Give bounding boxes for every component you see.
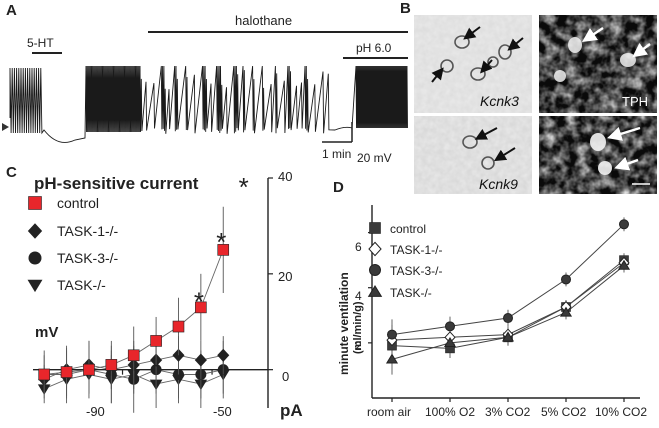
kcnk9-arrow-2 — [493, 147, 516, 162]
chart-c-ytick-20: 20 — [278, 269, 292, 284]
cell-arrow-1 — [463, 26, 481, 40]
chart-d-plot — [368, 205, 640, 402]
chart-c-plot: * * * — [33, 172, 273, 413]
chart-c-significance-star: * — [239, 172, 249, 202]
tph-micrograph-top: TPH — [539, 15, 657, 113]
chart-c-legend-label: TASK-3-/- — [57, 250, 119, 266]
chart-c-point — [83, 363, 95, 376]
chart-c-point — [217, 244, 230, 256]
chart-c-point — [194, 353, 207, 367]
chart-d-xcat-3-co2: 3% CO2 — [485, 405, 531, 419]
halothane-label: halothane — [235, 13, 292, 28]
chart-d-ylabel-units: (ml/min/g) — [352, 301, 364, 354]
chart-d-point — [561, 274, 571, 285]
chart-c-point — [172, 320, 185, 333]
cell-arrow-3 — [431, 67, 444, 83]
chart-c-legend-label: control — [57, 195, 99, 211]
voltage-trace-path — [9, 65, 408, 143]
chart-c-title: pH-sensitive current — [34, 174, 199, 193]
chart-c-legend: control TASK-1-/- TASK-3-/- TASK-/- — [27, 195, 119, 293]
chart-c-ytick-0: 0 — [282, 369, 289, 384]
chart-d-legend-marker — [368, 241, 382, 257]
chart-d-point — [501, 331, 515, 342]
kcnk3-label: Kcnk3 — [480, 93, 519, 109]
cell-arrow-4 — [480, 59, 493, 74]
tph-arrow-1 — [582, 27, 604, 42]
ph-label: pH 6.0 — [356, 41, 392, 55]
chart-c-xtick-neg90: -90 — [86, 404, 105, 419]
chart-c-legend-marker — [28, 196, 42, 210]
chart-c-point — [217, 348, 230, 362]
panel-d: D minute ventilation (ml/min/g) 6 4 2 ro… — [333, 179, 647, 419]
chart-d-xcat-room-air: room air — [367, 405, 411, 419]
chart-d-point — [617, 259, 631, 270]
chart-c-legend-marker — [27, 279, 43, 293]
chart-d-xcat-10-co2: 10% CO2 — [595, 405, 647, 419]
tph-arrow-3 — [607, 126, 641, 141]
tph-label: TPH — [622, 94, 648, 109]
chart-c-point — [60, 366, 73, 378]
chart-c-xtick-neg50: -50 — [213, 404, 232, 419]
tph-arrow-2 — [632, 42, 651, 58]
chart-d-xcat-100-o2: 100% O2 — [425, 405, 475, 419]
chart-d-legend-label: TASK-1-/- — [390, 243, 442, 257]
chart-d-legend-marker — [367, 284, 383, 297]
chart-d-point — [445, 321, 455, 332]
resting-potential-arrowhead — [2, 123, 9, 131]
kcnk9-label: Kcnk9 — [479, 176, 518, 192]
chart-c-point — [195, 301, 207, 314]
chart-d-xcat-5-co2: 5% CO2 — [541, 405, 587, 419]
panel-d-letter: D — [333, 179, 344, 196]
chart-d-legend-marker — [369, 264, 381, 276]
chart-d-legend-marker — [369, 222, 381, 234]
panel-a: A halothane 5-HT pH 6.0 1 min 20 mV — [2, 2, 408, 165]
chart-d-point — [443, 336, 457, 347]
chart-d-legend-label: TASK-3-/- — [390, 264, 442, 278]
chart-c-point — [172, 348, 185, 362]
chart-c-point — [150, 335, 162, 347]
serotonin-label: 5-HT — [27, 36, 54, 50]
voltage-scale-label: 20 mV — [357, 151, 392, 165]
chart-c-legend-marker — [28, 251, 42, 265]
chart-c-significance-star: * — [216, 227, 226, 257]
panel-c-letter: C — [6, 164, 17, 181]
cell-arrow-2 — [507, 37, 524, 51]
chart-d-point — [619, 219, 629, 230]
voltage-trace — [9, 65, 408, 143]
tph-arrow-4 — [614, 156, 639, 171]
chart-c-significance-star: * — [194, 286, 204, 316]
panel-c: C pH-sensitive current mV pA 40 20 0 -90… — [6, 164, 303, 420]
chart-c-ytick-40: 40 — [278, 169, 292, 184]
chart-d-legend-label: TASK-/- — [390, 286, 432, 300]
chart-c-point — [38, 368, 50, 381]
chart-d-ytick-2: 2 — [355, 339, 362, 353]
kcnk3-micrograph: Kcnk3 — [414, 15, 532, 113]
chart-d-point — [559, 306, 573, 317]
chart-c-x-unit: mV — [35, 324, 58, 341]
chart-c-point — [127, 349, 140, 362]
chart-d-point — [387, 329, 397, 340]
chart-c-legend-marker — [27, 223, 43, 239]
chart-d-ytick-6: 6 — [355, 240, 362, 254]
chart-c-y-unit: pA — [280, 401, 303, 420]
chart-d-legend: control TASK-1-/- TASK-3-/- TASK-/- — [367, 222, 442, 300]
kcnk9-arrow-1 — [474, 127, 498, 140]
panel-a-letter: A — [6, 2, 17, 19]
time-scale-label: 1 min — [322, 147, 351, 161]
chart-c-legend-label: TASK-1-/- — [57, 223, 119, 239]
panel-b-letter: B — [400, 0, 411, 17]
chart-d-ytick-4: 4 — [355, 289, 362, 303]
kcnk9-micrograph: Kcnk9 — [414, 116, 532, 194]
chart-d-point — [503, 313, 513, 324]
panel-b: B Kcnk3 TPH — [400, 0, 657, 194]
chart-c-legend-label: TASK-/- — [57, 277, 106, 293]
chart-c-point — [105, 359, 118, 371]
tph-micrograph-bottom — [539, 116, 657, 194]
chart-d-ylabel: minute ventilation — [337, 272, 351, 375]
chart-d-point — [385, 353, 399, 364]
chart-d-legend-label: control — [390, 222, 426, 236]
